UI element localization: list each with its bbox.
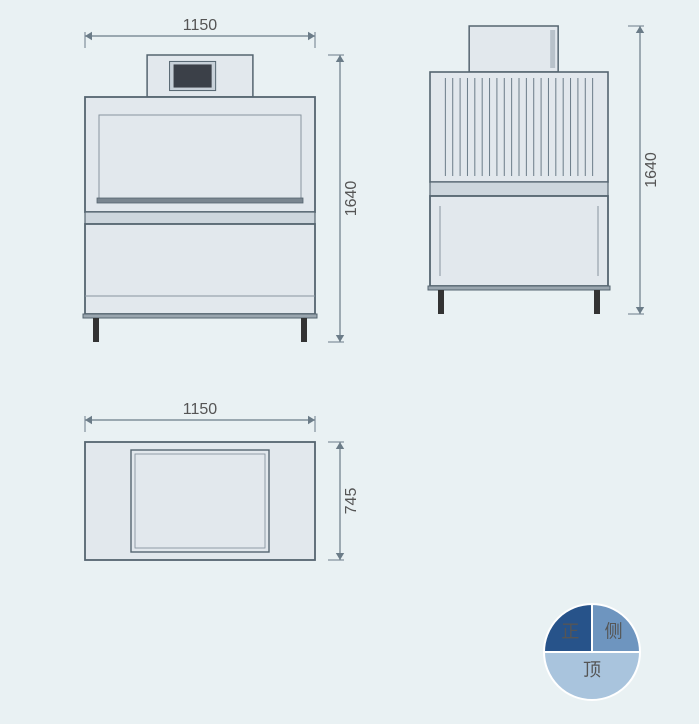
view-selector[interactable]: 正 侧顶	[544, 604, 640, 700]
side-grille	[430, 72, 608, 182]
technical-drawing-canvas: 1150 1640 1640 1150 745 正 侧顶	[0, 0, 699, 724]
top-outer	[85, 442, 315, 560]
side-height-dim: 1640	[643, 152, 660, 188]
selector-label-front[interactable]: 正	[561, 622, 579, 642]
top-depth-dim: 745	[343, 488, 360, 515]
top-view: 1150 745	[85, 401, 360, 560]
side-head	[469, 26, 558, 72]
top-width-dim: 1150	[183, 401, 218, 418]
front-screen	[174, 64, 212, 87]
selector-label-side[interactable]: 侧	[605, 622, 623, 642]
front-view: 1150 1640	[83, 17, 360, 342]
side-view: 1640	[428, 26, 660, 314]
selector-label-top[interactable]: 顶	[583, 660, 601, 680]
front-handle	[97, 198, 303, 203]
front-height-dim: 1640	[343, 181, 360, 217]
front-width-dim: 1150	[183, 17, 218, 34]
drawing-svg: 1150 1640 1640 1150 745 正 侧顶	[0, 0, 699, 724]
